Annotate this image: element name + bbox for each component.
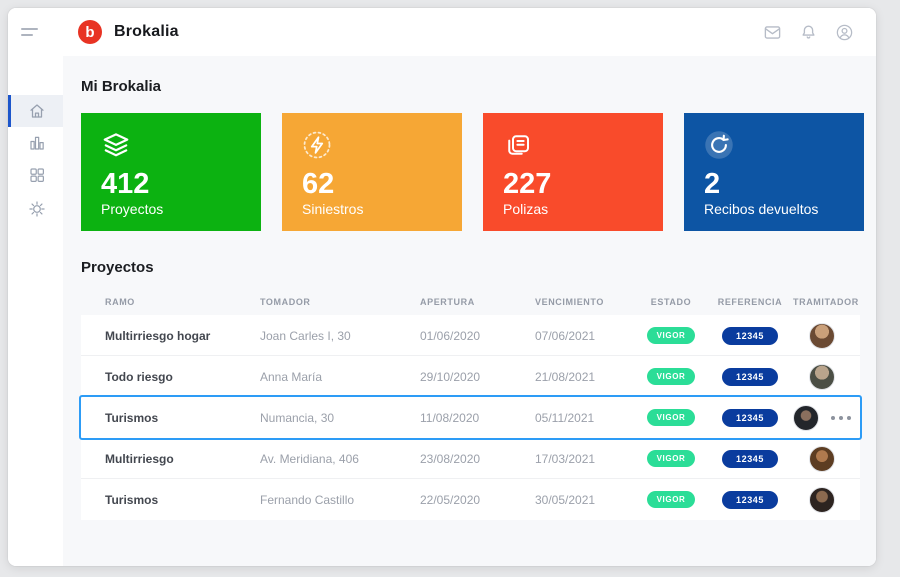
- home-icon: [30, 104, 44, 118]
- col-estado: Estado: [650, 297, 692, 307]
- table-title: Proyectos: [81, 259, 154, 276]
- layers-icon: [103, 133, 129, 157]
- apps-grid-icon: [30, 168, 44, 182]
- status-badge[interactable]: VIGOR: [647, 491, 695, 508]
- avatar[interactable]: [808, 322, 835, 349]
- table-row[interactable]: Todo riesgo Anna María 29/10/2020 21/08/…: [81, 356, 860, 397]
- card-siniestros[interactable]: 62 Siniestros: [282, 113, 462, 231]
- cell-apertura: 29/10/2020: [420, 369, 481, 384]
- cell-apertura: 23/08/2020: [420, 451, 481, 466]
- account-icon[interactable]: [835, 23, 854, 42]
- cell-vencimiento: 07/06/2021: [535, 328, 596, 343]
- card-recibos[interactable]: 2 Recibos devueltos: [684, 113, 864, 231]
- cell-tomador: Numancia, 30: [260, 410, 335, 425]
- projects-table: Multirriesgo hogar Joan Carles I, 30 01/…: [79, 315, 862, 520]
- reference-badge[interactable]: 12345: [722, 408, 778, 427]
- cell-vencimiento: 17/03/2021: [535, 451, 596, 466]
- app-title: Brokalia: [114, 23, 179, 40]
- app-window: b Brokalia: [8, 8, 876, 566]
- card-value: 227: [503, 167, 552, 200]
- reference-badge[interactable]: 12345: [722, 490, 778, 509]
- refresh-icon: [705, 131, 733, 159]
- status-badge[interactable]: VIGOR: [647, 327, 695, 344]
- reference-badge[interactable]: 12345: [722, 367, 778, 386]
- card-label: Recibos devueltos: [704, 201, 819, 217]
- top-bar: b Brokalia: [8, 8, 876, 56]
- gear-icon: [29, 201, 45, 217]
- col-tomador: Tomador: [260, 297, 311, 307]
- avatar[interactable]: [808, 445, 835, 472]
- avatar[interactable]: [808, 363, 835, 390]
- bolt-icon: [303, 131, 331, 159]
- sidebar: [8, 56, 63, 566]
- status-badge[interactable]: VIGOR: [647, 409, 695, 426]
- cell-tomador: Av. Meridiana, 406: [260, 451, 359, 466]
- cell-tomador: Joan Carles I, 30: [260, 328, 351, 343]
- page-title: Mi Brokalia: [81, 78, 162, 95]
- card-label: Proyectos: [101, 201, 164, 217]
- reference-badge[interactable]: 12345: [722, 326, 778, 345]
- main-content: Mi Brokalia 412 Proyectos: [63, 56, 876, 566]
- table-row[interactable]: Turismos Fernando Castillo 22/05/2020 30…: [81, 479, 860, 520]
- table-row[interactable]: Multirriesgo hogar Joan Carles I, 30 01/…: [81, 315, 860, 356]
- cell-apertura: 11/08/2020: [420, 410, 480, 425]
- sidebar-item-stats[interactable]: [8, 127, 63, 159]
- card-label: Polizas: [503, 201, 549, 217]
- card-label: Siniestros: [302, 201, 364, 217]
- cell-ramo: Turismos: [105, 410, 159, 425]
- cell-apertura: 01/06/2020: [420, 328, 481, 343]
- card-value: 62: [302, 167, 335, 200]
- status-badge[interactable]: VIGOR: [647, 368, 695, 385]
- col-ramo: Ramo: [105, 297, 135, 307]
- col-referencia: Referencia: [717, 297, 783, 307]
- topbar-icons: [763, 23, 876, 42]
- col-vencimiento: Vencimiento: [535, 297, 604, 307]
- cell-vencimiento: 21/08/2021: [535, 369, 596, 384]
- cell-ramo: Todo riesgo: [105, 369, 173, 384]
- avatar[interactable]: [793, 404, 819, 431]
- sidebar-item-apps[interactable]: [8, 159, 63, 191]
- card-proyectos[interactable]: 412 Proyectos: [81, 113, 261, 231]
- sidebar-item-home[interactable]: [8, 95, 63, 127]
- card-polizas[interactable]: 227 Polizas: [483, 113, 663, 231]
- mail-icon[interactable]: [763, 23, 782, 42]
- cell-tomador: Anna María: [260, 369, 323, 384]
- cell-ramo: Turismos: [105, 492, 159, 507]
- status-badge[interactable]: VIGOR: [647, 450, 695, 467]
- menu-icon[interactable]: [8, 28, 63, 36]
- cell-ramo: Multirriesgo hogar: [105, 328, 211, 343]
- col-tramitador: Tramitador: [793, 297, 859, 307]
- cell-apertura: 22/05/2020: [420, 492, 481, 507]
- brokalia-logo: b: [78, 20, 102, 44]
- card-value: 2: [704, 167, 721, 200]
- table-row[interactable]: Multirriesgo Av. Meridiana, 406 23/08/20…: [81, 438, 860, 479]
- cell-vencimiento: 30/05/2021: [535, 492, 596, 507]
- table-header: Ramo Tomador Apertura Vencimiento Estado…: [81, 289, 864, 315]
- reference-badge[interactable]: 12345: [722, 449, 778, 468]
- kpi-cards: 412 Proyectos 62 Siniestros: [81, 113, 864, 231]
- sidebar-item-settings[interactable]: [8, 193, 63, 225]
- table-row-selected[interactable]: Turismos Numancia, 30 11/08/2020 05/11/2…: [79, 395, 862, 440]
- avatar[interactable]: [808, 486, 835, 513]
- stats-icon: [30, 136, 44, 150]
- documents-icon: [508, 135, 529, 155]
- cell-vencimiento: 05/11/2021: [535, 410, 595, 425]
- cell-ramo: Multirriesgo: [105, 451, 174, 466]
- card-value: 412: [101, 167, 150, 200]
- col-apertura: Apertura: [420, 297, 475, 307]
- bell-icon[interactable]: [799, 23, 818, 42]
- more-options-icon[interactable]: [831, 415, 851, 420]
- cell-tomador: Fernando Castillo: [260, 492, 355, 507]
